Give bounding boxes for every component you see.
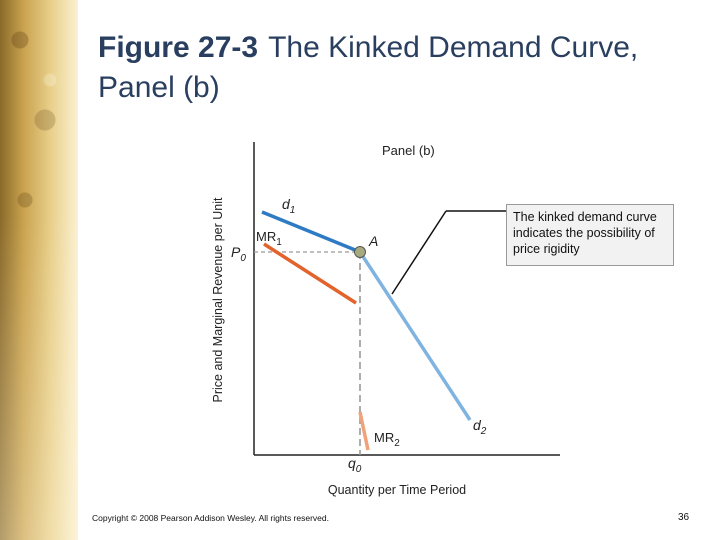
figure-label: Figure 27-3 [98, 31, 259, 64]
q0-label: q0 [348, 455, 362, 475]
title-text: The Kinked Demand Curve, Panel (b) [98, 31, 639, 104]
decorative-side-strip [0, 0, 78, 540]
demand-curve-d1 [261, 210, 361, 254]
mr2-label: MR2 [374, 430, 400, 449]
page-number: 36 [678, 512, 690, 523]
demand-curve-d2 [358, 251, 472, 421]
point-a-label: A [368, 233, 378, 249]
slide-title: Figure 27-3 The Kinked Demand Curve, Pane… [98, 28, 698, 108]
mr-curve-mr2 [358, 411, 370, 451]
kink-point-a [354, 246, 366, 258]
panel-label: Panel (b) [382, 143, 435, 158]
y-axis-label: Price and Marginal Revenue per Unit [211, 197, 225, 402]
callout-pointer-line [391, 210, 447, 295]
d2-label: d2 [473, 417, 487, 437]
mr-curve-mr1 [263, 242, 357, 305]
p0-label: P0 [231, 244, 246, 264]
x-axis-label: Quantity per Time Period [328, 483, 466, 497]
mr1-label: MR1 [256, 229, 282, 248]
callout-box: The kinked demand curve indicates the po… [506, 204, 674, 266]
copyright-notice: Copyright © 2008 Pearson Addison Wesley.… [92, 513, 329, 523]
d1-label: d1 [282, 196, 295, 216]
